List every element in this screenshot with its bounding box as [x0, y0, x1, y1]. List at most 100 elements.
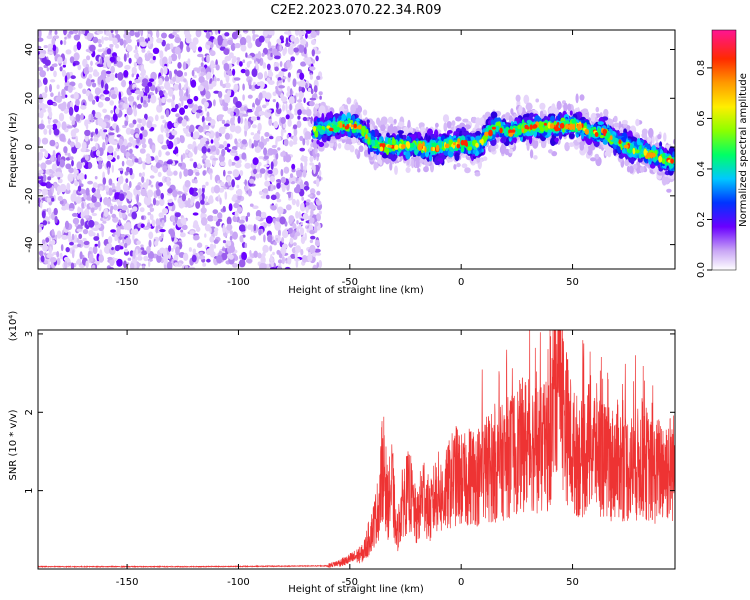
noise-speckle	[280, 169, 284, 177]
signal-blob	[442, 114, 450, 123]
signal-blob	[447, 130, 453, 134]
signal-blob	[499, 145, 506, 155]
noise-speckle	[155, 200, 160, 206]
noise-speckle	[273, 121, 279, 129]
noise-speckle	[237, 206, 243, 213]
noise-speckle	[299, 147, 306, 152]
noise-speckle	[109, 258, 115, 267]
noise-speckle	[125, 222, 132, 231]
noise-speckle	[107, 236, 113, 244]
noise-speckle	[99, 58, 103, 65]
noise-speckle	[115, 43, 120, 49]
noise-speckle	[204, 104, 208, 112]
noise-speckle	[174, 262, 179, 267]
noise-speckle	[262, 47, 268, 55]
noise-speckle	[62, 101, 67, 110]
noise-speckle	[103, 56, 111, 63]
signal-blob	[344, 143, 351, 151]
noise-speckle	[94, 87, 101, 96]
noise-speckle	[287, 45, 295, 55]
noise-speckle	[105, 185, 110, 192]
noise-speckle	[123, 102, 130, 110]
noise-speckle	[124, 120, 129, 127]
noise-speckle	[296, 199, 300, 208]
noise-speckle	[49, 246, 52, 255]
noise-speckle	[74, 169, 79, 174]
noise-speckle	[290, 253, 296, 259]
noise-speckle	[231, 31, 239, 40]
signal-blob	[461, 163, 468, 169]
noise-speckle	[46, 124, 53, 130]
noise-speckle	[75, 142, 81, 149]
noise-speckle	[251, 143, 254, 149]
noise-speckle	[205, 84, 209, 93]
noise-speckle	[217, 35, 223, 44]
signal-blob	[564, 142, 570, 152]
noise-speckle	[181, 224, 188, 231]
signal-blob	[556, 100, 562, 110]
noise-speckle	[68, 231, 72, 237]
noise-speckle	[277, 228, 281, 237]
noise-speckle	[305, 216, 311, 219]
noise-speckle	[233, 202, 240, 209]
noise-speckle	[47, 207, 52, 216]
noise-speckle	[198, 76, 205, 84]
noise-speckle	[51, 234, 55, 238]
noise-speckle	[309, 229, 316, 235]
noise-speckle	[244, 242, 248, 249]
noise-speckle	[238, 112, 244, 118]
noise-speckle	[292, 242, 297, 247]
noise-speckle	[209, 36, 215, 40]
noise-speckle	[161, 233, 164, 239]
noise-speckle	[124, 242, 128, 249]
noise-speckle	[107, 256, 113, 261]
noise-speckle	[237, 33, 242, 39]
noise-speckle	[270, 148, 278, 155]
noise-speckle	[82, 237, 87, 242]
noise-speckle	[252, 157, 259, 166]
noise-speckle	[279, 61, 283, 67]
noise-speckle	[112, 52, 117, 58]
noise-speckle	[298, 211, 301, 220]
noise-speckle	[147, 212, 151, 216]
noise-speckle	[44, 150, 49, 158]
noise-speckle	[228, 159, 233, 167]
noise-speckle	[271, 263, 274, 268]
noise-speckle	[102, 177, 107, 185]
noise-speckle	[291, 198, 296, 206]
noise-speckle	[213, 99, 216, 107]
noise-speckle	[60, 244, 64, 252]
noise-speckle	[70, 75, 76, 80]
noise-speckle	[234, 125, 242, 134]
noise-speckle	[290, 181, 295, 185]
noise-speckle	[100, 79, 104, 89]
noise-speckle	[267, 30, 274, 36]
noise-speckle	[288, 177, 293, 183]
noise-speckle	[293, 47, 300, 53]
noise-speckle	[299, 227, 305, 236]
noise-speckle	[114, 234, 118, 242]
noise-speckle	[94, 201, 101, 208]
noise-speckle	[89, 253, 93, 263]
noise-speckle	[309, 214, 313, 223]
noise-speckle	[193, 131, 200, 139]
noise-speckle	[202, 121, 206, 130]
noise-speckle	[249, 203, 254, 207]
noise-speckle	[226, 90, 232, 97]
noise-speckle	[296, 220, 299, 225]
noise-speckle	[253, 133, 260, 141]
noise-speckle	[224, 94, 228, 99]
noise-speckle	[178, 162, 183, 167]
noise-speckle	[298, 91, 304, 99]
noise-speckle	[262, 188, 269, 194]
noise-speckle	[130, 129, 135, 136]
noise-speckle	[236, 188, 243, 196]
noise-speckle	[119, 38, 124, 46]
signal-blob	[474, 171, 481, 177]
noise-speckle	[51, 239, 56, 245]
noise-speckle	[241, 251, 248, 261]
noise-speckle	[58, 178, 63, 184]
noise-speckle	[262, 62, 267, 69]
noise-speckle	[306, 108, 312, 117]
noise-speckle	[115, 107, 120, 115]
